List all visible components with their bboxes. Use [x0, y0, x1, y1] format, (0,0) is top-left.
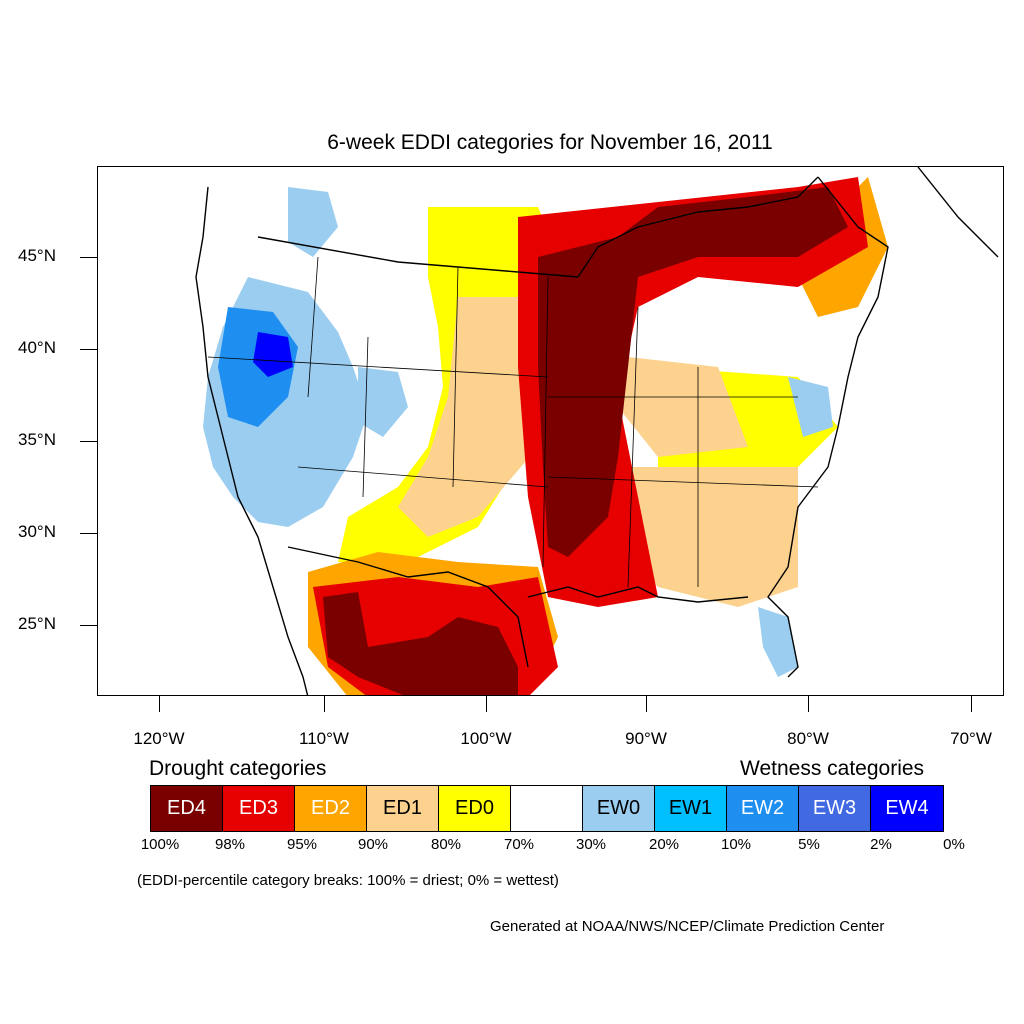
coastlines	[195, 167, 999, 695]
percentile-break-80: 80%	[430, 836, 462, 853]
wetness-region-ew4-west	[253, 332, 293, 377]
wetness-categories-heading: Wetness categories	[740, 757, 925, 780]
legend-swatch-ew4: EW4	[871, 786, 943, 831]
legend-label-ed2: ED2	[311, 797, 350, 819]
legend-swatch-ew2: EW2	[727, 786, 799, 831]
drought-categories-heading: Drought categories	[149, 757, 327, 780]
lon-tick-70	[971, 696, 972, 712]
percentile-break-95: 95%	[286, 836, 318, 853]
lat-label-45: 45°N	[18, 246, 56, 265]
lon-tick-90	[646, 696, 647, 712]
lat-tick-35	[80, 441, 97, 442]
lat-tick-40	[80, 349, 97, 350]
legend-label-ew1: EW1	[668, 797, 713, 819]
lat-label-30: 30°N	[18, 522, 56, 541]
lon-label-80: 80°W	[787, 729, 829, 748]
lon-label-90: 90°W	[625, 729, 667, 748]
percentile-break-2: 2%	[870, 836, 892, 853]
lat-label-35: 35°N	[18, 430, 56, 449]
lat-tick-30	[80, 533, 97, 534]
eddi-map	[97, 166, 1004, 696]
legend-swatch-ed0: ED0	[439, 786, 511, 831]
lon-label-100: 100°W	[460, 729, 512, 748]
wetness-region-florida	[758, 607, 798, 677]
lon-label-110: 110°W	[299, 729, 349, 748]
credit-line: Generated at NOAA/NWS/NCEP/Climate Predi…	[490, 918, 885, 935]
legend-label-ed1: ED1	[383, 797, 422, 819]
drought-region-ed1-southeast	[618, 467, 798, 607]
lon-label-70: 70°W	[950, 729, 992, 748]
percentile-break-90: 90%	[357, 836, 389, 853]
percentile-break-5: 5%	[798, 836, 820, 853]
legend-swatch-neutral	[511, 786, 583, 831]
legend-label-ed4: ED4	[167, 797, 206, 819]
percentile-break-30: 30%	[575, 836, 607, 853]
drought-region-ed4-texas	[323, 592, 518, 695]
lat-tick-25	[80, 625, 97, 626]
percentile-break-10: 10%	[720, 836, 752, 853]
wetness-region-northwest	[288, 187, 338, 257]
legend-swatch-ed3: ED3	[223, 786, 295, 831]
percentile-break-98: 98%	[214, 836, 246, 853]
legend-label-ew2: EW2	[740, 797, 785, 819]
lat-label-40: 40°N	[18, 338, 56, 357]
eddi-map-canvas	[195, 167, 999, 695]
lon-tick-120	[159, 696, 160, 712]
legend-swatch-ew0: EW0	[583, 786, 655, 831]
legend-label-ed3: ED3	[239, 797, 278, 819]
percentile-break-70: 70%	[503, 836, 535, 853]
legend-swatch-ew1: EW1	[655, 786, 727, 831]
drought-region-ed1-ohio	[618, 357, 748, 457]
lon-tick-80	[808, 696, 809, 712]
category-legend: ED4 ED3 ED2 ED1 ED0 EW0 EW1 EW2 EW3 EW4	[150, 785, 944, 832]
drought-region-ed4	[538, 187, 848, 557]
wetness-region-northeast	[788, 377, 833, 437]
wetness-region-colorado	[358, 367, 408, 437]
percentile-break-20: 20%	[648, 836, 680, 853]
lat-label-25: 25°N	[18, 614, 56, 633]
legend-swatch-ed2: ED2	[295, 786, 367, 831]
map-title: 6-week EDDI categories for November 16, …	[327, 131, 773, 154]
percentile-break-100: 100%	[140, 836, 180, 853]
legend-swatch-ed1: ED1	[367, 786, 439, 831]
legend-label-ew4: EW4	[885, 797, 929, 819]
lon-label-120: 120°W	[133, 729, 185, 748]
lon-tick-110	[324, 696, 325, 712]
legend-swatch-ew3: EW3	[799, 786, 871, 831]
legend-label-ed0: ED0	[455, 797, 494, 819]
lon-tick-100	[486, 696, 487, 712]
legend-swatch-ed4: ED4	[151, 786, 223, 831]
state-borders	[207, 256, 819, 588]
category-break-note: (EDDI-percentile category breaks: 100% =…	[137, 872, 559, 889]
legend-label-ew0: EW0	[596, 797, 641, 819]
lat-tick-45	[80, 257, 97, 258]
legend-label-ew3: EW3	[812, 797, 857, 819]
percentile-break-0: 0%	[943, 836, 965, 853]
